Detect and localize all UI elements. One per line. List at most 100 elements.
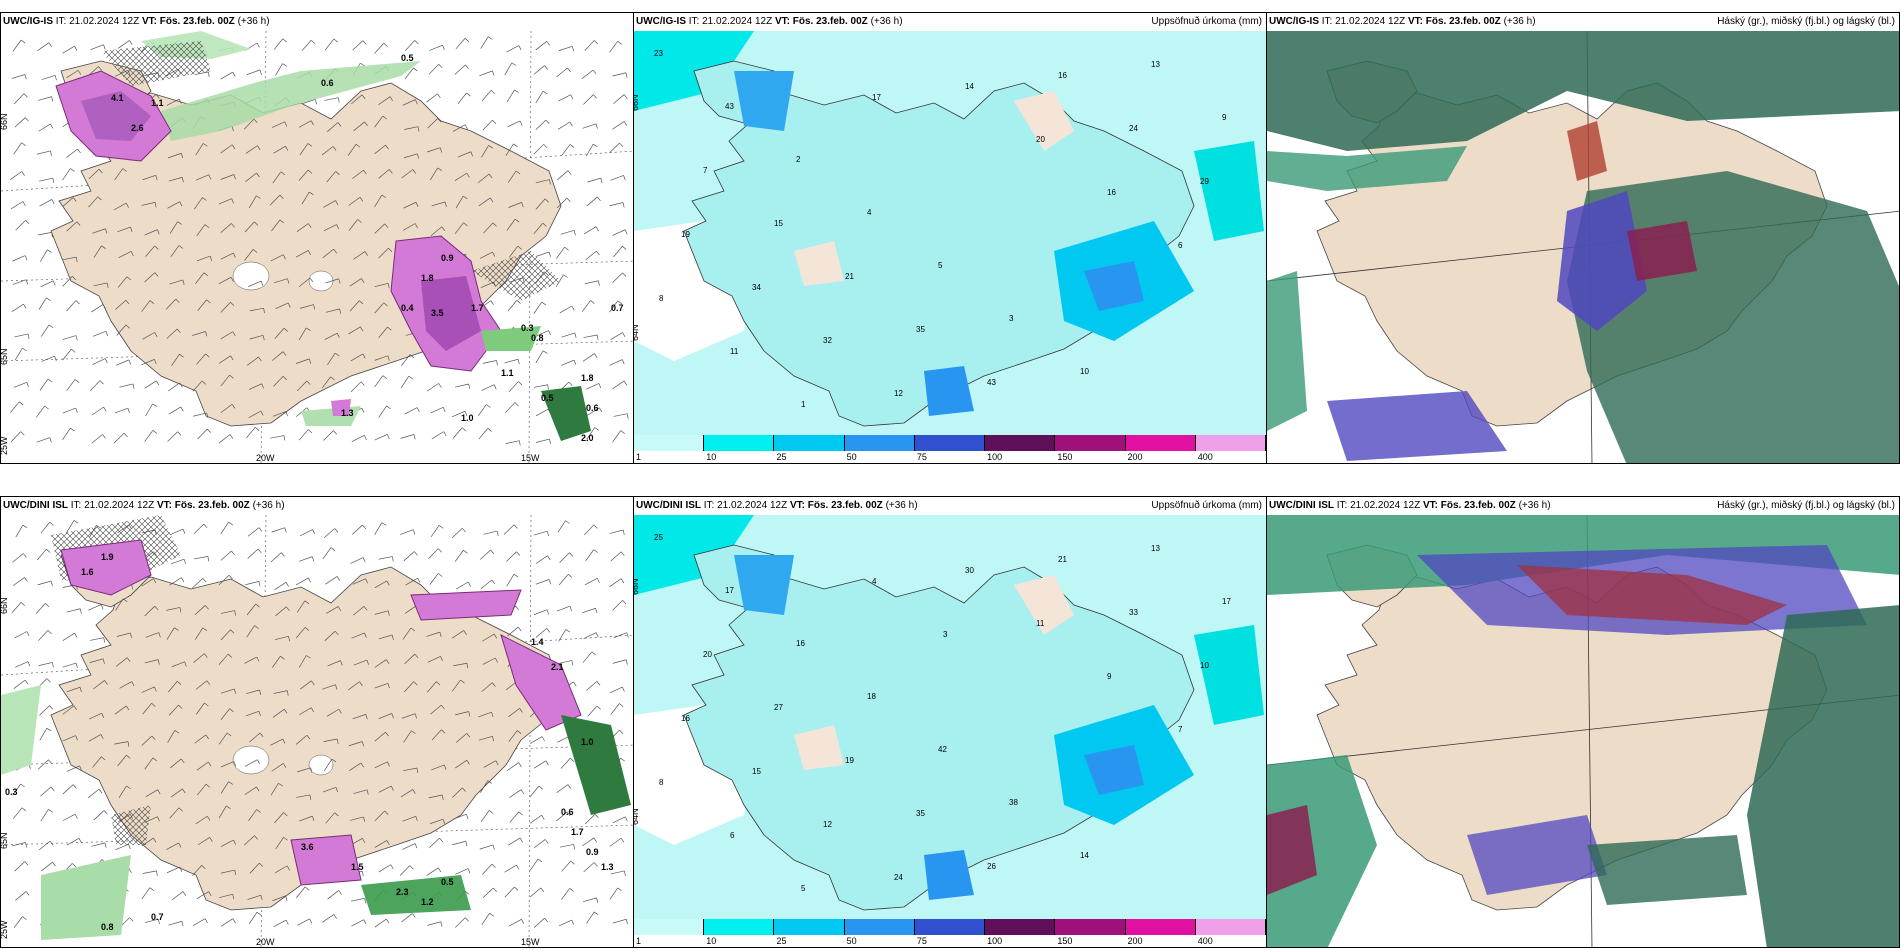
- wind-barb: [403, 767, 418, 772]
- wind-barb: [609, 142, 620, 153]
- wind-barb: [535, 350, 544, 363]
- precip-value-label: 2.3: [396, 887, 409, 897]
- wind-barb: [233, 761, 237, 767]
- wind-barb: [592, 69, 597, 75]
- wind-barb: [543, 144, 548, 149]
- wind-barb: [145, 403, 153, 417]
- wind-barb: [255, 427, 260, 431]
- wind-barb: [557, 121, 571, 130]
- wind-barb: [441, 729, 446, 734]
- wind-barb: [626, 413, 629, 419]
- wind-barb: [128, 844, 131, 850]
- precip-green: [481, 326, 541, 351]
- wind-barb: [13, 916, 23, 928]
- wind-barb: [463, 630, 467, 635]
- wind-barb: [364, 251, 368, 256]
- wind-barb: [353, 121, 365, 132]
- map-panel-precip-bottom: UWC/DINI ISL IT: 21.02.2024 12Z VT: Fös.…: [633, 496, 1267, 948]
- precip-value-label: 2.1: [551, 662, 564, 672]
- wind-barb: [374, 42, 385, 54]
- wind-barb: [75, 300, 80, 305]
- wind-barb: [535, 198, 546, 210]
- colorbar-tick: 10: [706, 452, 717, 462]
- wind-barb: [20, 39, 26, 44]
- wind-barb: [282, 376, 287, 381]
- wind-barb: [559, 552, 570, 563]
- wind-barb: [142, 174, 156, 181]
- wind-barb: [129, 917, 134, 922]
- wind-barb: [519, 837, 523, 843]
- wind-barb: [517, 359, 520, 365]
- wind-barb: [178, 842, 182, 848]
- wind-barb: [593, 911, 599, 916]
- wind-barb: [507, 120, 521, 128]
- wind-barb: [594, 40, 599, 45]
- wind-barb: [46, 727, 52, 732]
- wind-barb: [126, 657, 131, 662]
- wind-barb: [477, 173, 490, 183]
- wind-barb: [297, 767, 311, 773]
- wind-barb: [259, 732, 264, 738]
- wind-barb: [405, 577, 418, 586]
- wind-barb: [280, 655, 285, 660]
- wind-barb: [169, 279, 183, 285]
- precip-value-label: 0.3: [521, 323, 534, 333]
- panel-header: UWC/DINI ISL IT: 21.02.2024 12Z VT: Fös.…: [634, 497, 1266, 515]
- wind-barb: [622, 272, 627, 277]
- wind-barb: [593, 837, 597, 843]
- wind-barb: [283, 812, 288, 817]
- wind-barb: [457, 151, 472, 158]
- wind-barb: [270, 435, 285, 439]
- wind-barb: [508, 245, 519, 258]
- wind-barb: [583, 334, 598, 338]
- wind-barb: [624, 870, 626, 876]
- precip-value: 6: [730, 831, 735, 840]
- wind-barb: [313, 304, 316, 310]
- wind-barb: [384, 810, 389, 815]
- wind-barb: [464, 411, 468, 417]
- wind-barb: [462, 787, 466, 792]
- wind-barb: [45, 603, 50, 608]
- precip-value: 30: [965, 566, 974, 575]
- wind-barb: [491, 579, 496, 585]
- wind-barb: [157, 659, 160, 665]
- wind-barb: [260, 410, 264, 416]
- wind-barb: [197, 299, 207, 311]
- wind-barb: [247, 527, 260, 537]
- wind-barb: [431, 431, 444, 440]
- wind-barb: [533, 917, 545, 928]
- wind-barb: [15, 891, 27, 901]
- wind-barb: [533, 222, 544, 235]
- wind-barb: [600, 178, 603, 184]
- wind-barb: [325, 278, 339, 284]
- colorbar-swatch: [914, 919, 986, 935]
- wind-barb: [609, 686, 623, 694]
- cloud-cover-map: [1267, 515, 1899, 947]
- wind-barb: [468, 711, 471, 717]
- wind-barb: [386, 580, 390, 586]
- wind-barb: [88, 604, 102, 611]
- wind-barb: [259, 689, 262, 695]
- wind-barb: [26, 382, 29, 388]
- wind-barb: [455, 196, 464, 209]
- wind-barb: [88, 168, 100, 180]
- wind-barb: [361, 278, 365, 284]
- wind-barb: [349, 762, 362, 771]
- wind-barb: [209, 837, 213, 842]
- wind-barb: [610, 175, 624, 181]
- wind-barb: [478, 711, 492, 718]
- wind-barb: [404, 126, 419, 130]
- wind-barb: [402, 815, 416, 822]
- wind-barb: [348, 326, 361, 335]
- precip-value-label: 2.6: [131, 123, 144, 133]
- wind-barb: [115, 359, 130, 366]
- precip-value-label: 0.6: [586, 403, 599, 413]
- wind-barb: [158, 919, 160, 925]
- wind-barb: [335, 684, 338, 690]
- wind-barb: [623, 121, 628, 126]
- wind-barb: [178, 245, 184, 249]
- wind-barb: [613, 245, 623, 258]
- precip-value-label: 0.5: [441, 877, 454, 887]
- wind-barb: [130, 632, 132, 638]
- precip-value-label: 1.9: [101, 552, 114, 562]
